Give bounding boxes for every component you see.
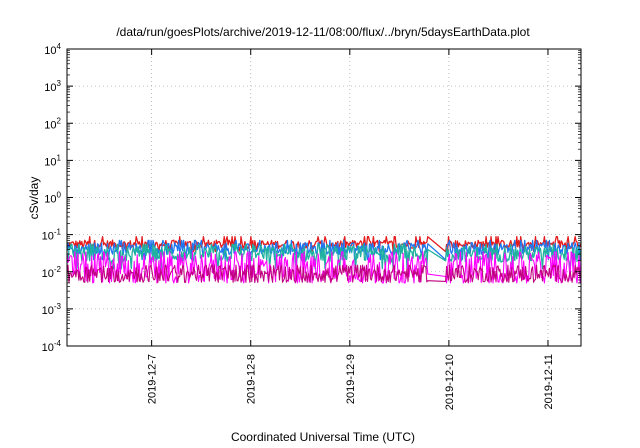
series-line <box>66 251 582 284</box>
y-tick-label: 10-3 <box>42 302 62 317</box>
x-tick-label: 2019-12-7 <box>147 354 159 404</box>
chart-title: /data/run/goesPlots/archive/2019-12-11/0… <box>116 25 530 39</box>
x-tick-label: 2019-12-8 <box>246 354 258 404</box>
series-line <box>66 264 582 283</box>
y-axis-label: cSv/day <box>27 177 41 220</box>
series-layer <box>66 236 582 284</box>
y-tick-label: 10-4 <box>42 339 62 354</box>
x-tick-label: 2019-12-11 <box>543 354 555 409</box>
y-tick-label: 100 <box>44 191 61 206</box>
y-tick-label: 101 <box>44 153 61 168</box>
x-tick-label: 2019-12-9 <box>345 354 357 404</box>
x-axis-label: Coordinated Universal Time (UTC) <box>231 430 415 444</box>
y-tick-label: 103 <box>44 79 61 94</box>
y-tick-label: 104 <box>44 42 61 57</box>
y-tick-label: 10-2 <box>42 265 62 280</box>
tick-layer: 10-4 10-3 10-2 10-1 100 101 102 103 104 2019-12-7… <box>42 42 581 410</box>
grid-layer <box>67 49 581 346</box>
y-tick-label: 10-1 <box>42 228 62 243</box>
x-tick-label: 2019-12-10 <box>444 354 456 410</box>
y-tick-label: 102 <box>44 116 61 131</box>
